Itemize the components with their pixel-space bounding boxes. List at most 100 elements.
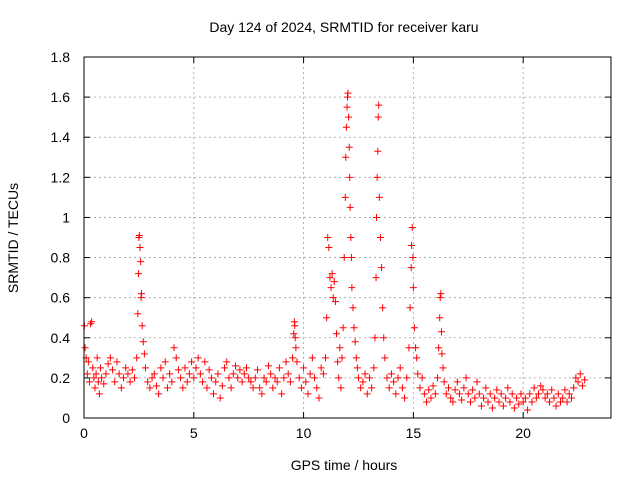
- data-point: [484, 398, 492, 406]
- data-point: [323, 314, 331, 322]
- data-point: [271, 374, 279, 382]
- data-point: [96, 364, 104, 372]
- data-point: [304, 390, 312, 398]
- data-point: [327, 284, 335, 292]
- data-point: [247, 378, 255, 386]
- data-point: [513, 394, 521, 402]
- data-point: [408, 242, 416, 250]
- data-point: [245, 374, 253, 382]
- data-point: [475, 390, 483, 398]
- data-point: [115, 370, 123, 378]
- data-point: [482, 384, 490, 392]
- data-point: [435, 344, 443, 352]
- data-point: [134, 270, 142, 278]
- data-point: [343, 103, 351, 111]
- data-point: [192, 364, 200, 372]
- data-point: [85, 378, 93, 386]
- data-point: [473, 378, 481, 386]
- data-point: [576, 370, 584, 378]
- data-point: [300, 364, 308, 372]
- data-point: [111, 378, 119, 386]
- data-point: [292, 344, 300, 352]
- data-point: [122, 364, 130, 372]
- data-point: [190, 374, 198, 382]
- data-point: [216, 394, 224, 402]
- data-point: [126, 378, 134, 386]
- data-point: [379, 304, 387, 312]
- data-point: [242, 364, 250, 372]
- data-point: [375, 193, 383, 201]
- data-point: [329, 294, 337, 302]
- data-point: [136, 244, 144, 252]
- data-point: [275, 364, 283, 372]
- data-point: [449, 398, 457, 406]
- data-point: [385, 384, 393, 392]
- data-point: [93, 354, 101, 362]
- data-point: [374, 147, 382, 155]
- data-point: [302, 378, 310, 386]
- data-point: [163, 384, 171, 392]
- data-point: [398, 384, 406, 392]
- data-point: [526, 390, 534, 398]
- data-point: [155, 390, 163, 398]
- data-point: [335, 374, 343, 382]
- data-point: [251, 374, 259, 382]
- data-point: [280, 374, 288, 382]
- data-point: [81, 344, 89, 352]
- data-point: [406, 304, 414, 312]
- y-tick-label: 1.4: [51, 129, 71, 145]
- data-point: [409, 284, 417, 292]
- data-point: [447, 394, 455, 402]
- data-point: [249, 384, 257, 392]
- data-point: [102, 370, 110, 378]
- data-point: [414, 370, 422, 378]
- data-point: [352, 354, 360, 362]
- data-point: [559, 394, 567, 402]
- data-point: [429, 382, 437, 390]
- data-point: [313, 384, 321, 392]
- data-point: [331, 298, 339, 306]
- data-point: [471, 394, 479, 402]
- data-point: [439, 364, 447, 372]
- data-point: [104, 360, 112, 368]
- data-point: [394, 374, 402, 382]
- data-point: [515, 400, 523, 408]
- data-point: [297, 384, 305, 392]
- data-point: [497, 390, 505, 398]
- data-point: [565, 390, 573, 398]
- data-point: [293, 358, 301, 366]
- data-point: [521, 394, 529, 402]
- data-point: [262, 378, 270, 386]
- data-point: [528, 398, 536, 406]
- data-point: [350, 324, 358, 332]
- x-tick-label: 5: [190, 425, 198, 441]
- data-point: [363, 390, 371, 398]
- data-point: [138, 322, 146, 330]
- x-tick-label: 20: [515, 425, 531, 441]
- data-point: [232, 362, 240, 370]
- data-point: [138, 290, 146, 298]
- data-point: [427, 394, 435, 402]
- data-point: [324, 234, 332, 241]
- data-point: [295, 374, 303, 382]
- data-point: [578, 382, 586, 390]
- data-point: [89, 364, 97, 372]
- data-point: [124, 370, 132, 378]
- data-point: [539, 386, 547, 394]
- data-point: [353, 364, 361, 372]
- data-point: [502, 394, 510, 402]
- data-point: [372, 274, 380, 282]
- data-point: [330, 278, 338, 286]
- data-point: [308, 354, 316, 362]
- x-axis-title: GPS time / hours: [291, 457, 398, 473]
- y-tick-label: 0: [62, 410, 70, 426]
- data-point: [436, 314, 444, 322]
- data-point: [351, 338, 359, 346]
- data-point: [387, 370, 395, 378]
- data-point: [83, 370, 91, 378]
- data-point: [438, 350, 446, 358]
- data-point: [344, 89, 352, 97]
- data-point: [403, 374, 411, 382]
- data-point: [460, 384, 468, 392]
- data-point: [437, 328, 445, 336]
